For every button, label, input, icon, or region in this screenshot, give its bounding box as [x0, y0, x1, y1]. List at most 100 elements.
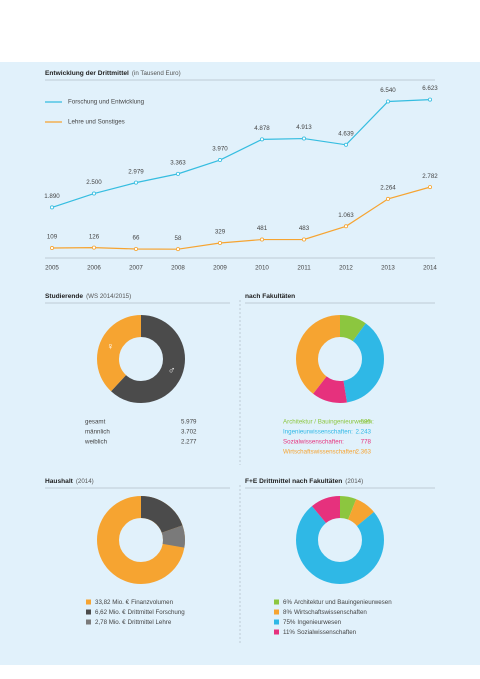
point	[301, 136, 306, 141]
legend-name: Sozialwissenschaften	[297, 629, 357, 636]
subtitle: (in Tausend Euro)	[132, 70, 181, 77]
legend-name: Architektur und Bauingenieurwesen	[294, 599, 392, 606]
legend-label: Forschung und Entwicklung	[68, 99, 145, 106]
point	[175, 247, 180, 252]
data-label: 2.979	[128, 168, 144, 175]
legend-value: 595	[361, 419, 372, 426]
title: Entwicklung der Drittmittel	[45, 70, 129, 77]
point	[343, 142, 348, 147]
point	[385, 99, 390, 104]
legend-name: Drittmittel Forschung	[128, 609, 186, 616]
title: Haushalt	[45, 478, 74, 485]
data-label: 2.782	[422, 173, 438, 180]
data-label: 3.970	[212, 146, 228, 153]
legend-label: 33,82 Mio. € Finanzvolumen	[95, 599, 174, 606]
data-label: 126	[89, 233, 100, 240]
point	[133, 180, 138, 185]
title: nach Fakultäten	[245, 293, 295, 300]
legend-value: 2.363	[356, 449, 372, 456]
section-title: F+E Drittmittel nach Fakultäten (2014)	[245, 478, 363, 485]
legend-label: 2,78 Mio. € Drittmittel Lehre	[95, 619, 172, 626]
subtitle: (2014)	[345, 478, 363, 485]
legend-label: Ingenieurwissenschaften:	[283, 429, 353, 436]
legend-name: Drittmittel Lehre	[128, 619, 172, 626]
legend-value: 6%	[283, 599, 292, 606]
data-label: 4.913	[296, 124, 312, 131]
point	[133, 246, 138, 251]
legend-swatch	[274, 609, 279, 615]
point	[217, 158, 222, 163]
donut-slice	[296, 315, 384, 403]
table-label: gesamt	[85, 419, 106, 426]
point	[50, 246, 55, 251]
legend-swatch	[274, 599, 279, 605]
data-label: 109	[47, 234, 58, 241]
series-line	[51, 98, 431, 209]
data-label: 2.264	[380, 185, 396, 192]
point	[427, 97, 432, 102]
point	[427, 185, 432, 190]
x-tick-label: 2005	[45, 265, 59, 272]
subtitle: (2014)	[76, 478, 94, 485]
data-label: 483	[299, 225, 310, 232]
legend-value: 8%	[283, 609, 292, 616]
title: F+E Drittmittel nach Fakultäten	[245, 478, 342, 485]
symbol: ♀	[107, 342, 115, 353]
legend-swatch	[86, 609, 91, 615]
donut-slice	[97, 496, 185, 584]
x-tick-label: 2010	[255, 265, 269, 272]
section-title: nach Fakultäten	[245, 293, 295, 300]
donut-slice	[296, 315, 384, 403]
donut-slice	[97, 496, 185, 584]
data-label: 4.878	[254, 125, 270, 132]
data-label: 1.890	[44, 193, 60, 200]
legend-value: 75%	[283, 619, 296, 626]
donut-slice	[296, 496, 384, 584]
x-tick-label: 2008	[171, 265, 185, 272]
data-label: 3.363	[170, 160, 186, 167]
legend-name: Wirtschaftswissenschaften	[294, 609, 367, 616]
donut-slice	[296, 315, 384, 403]
legend-label: Sozialwissenschaften:	[283, 439, 344, 446]
data-label: 58	[175, 235, 182, 242]
title: Studierende	[45, 293, 83, 300]
legend-value: 6,62 Mio. €	[95, 609, 126, 616]
table-value: 2.277	[181, 439, 197, 446]
legend-label: 75% Ingenieurwesen	[283, 619, 342, 626]
legend-value: 778	[361, 439, 372, 446]
point	[217, 241, 222, 246]
legend-name: Finanzvolumen	[131, 599, 174, 606]
legend-label: 6% Architektur und Bauingenieurwesen	[283, 599, 392, 606]
section-title: Haushalt (2014)	[45, 478, 94, 485]
data-label: 4.639	[338, 130, 354, 137]
legend-value: 33,82 Mio. €	[95, 599, 130, 606]
subtitle: (WS 2014/2015)	[86, 293, 131, 300]
data-label: 2.500	[86, 179, 102, 186]
x-tick-label: 2012	[339, 265, 353, 272]
point	[385, 196, 390, 201]
data-label: 481	[257, 225, 268, 232]
point	[92, 245, 97, 250]
table-value: 5.979	[181, 419, 197, 426]
legend-value: 11%	[283, 629, 295, 636]
legend-label: Lehre und Sonstiges	[68, 119, 125, 126]
legend-name: Ingenieurwesen	[297, 619, 341, 626]
data-label: 6.623	[422, 85, 438, 92]
legend-label: 11% Sozialwissenschaften	[283, 629, 357, 636]
donut-slice	[296, 315, 384, 403]
legend-swatch	[86, 599, 91, 605]
x-tick-label: 2007	[129, 265, 143, 272]
x-tick-label: 2006	[87, 265, 101, 272]
legend-label: Architektur / Bauingenieurwesen:	[283, 419, 374, 426]
donut-slice	[97, 315, 185, 403]
table-label: männlich	[85, 429, 110, 436]
point	[259, 137, 264, 142]
point	[92, 191, 97, 196]
data-label: 329	[215, 229, 226, 236]
legend-label: 6,62 Mio. € Drittmittel Forschung	[95, 609, 185, 616]
data-label: 6.540	[380, 87, 396, 94]
data-label: 1.063	[338, 212, 354, 219]
x-tick-label: 2009	[213, 265, 227, 272]
background	[0, 62, 480, 665]
